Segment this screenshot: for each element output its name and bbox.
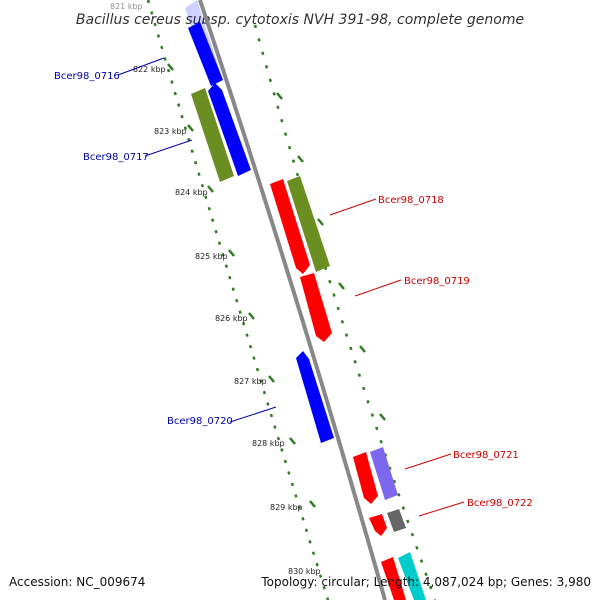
kbp-label-824: 824 kbp: [175, 188, 208, 197]
outer-tick-2: [297, 155, 304, 163]
gene-label-0716[interactable]: Bcer98_0716: [54, 71, 120, 82]
outer-tick-3: [317, 218, 324, 226]
gene-feature-0721-violet[interactable]: [370, 447, 398, 500]
leader-0721: [404, 453, 452, 470]
leader-0722: [418, 501, 465, 517]
gene-feature-0716[interactable]: [188, 22, 223, 86]
gene-label-0722[interactable]: Bcer98_0722: [467, 498, 533, 509]
tick-824: [207, 185, 214, 193]
kbp-label-825: 825 kbp: [195, 252, 228, 261]
gene-feature-0718-olive[interactable]: [287, 176, 330, 272]
inner-dotted-track: [146, 0, 330, 600]
tick-829: [309, 500, 316, 508]
genome-summary-text: Topology: circular; Length: 4,087,024 bp…: [260, 575, 591, 589]
tick-822: [167, 63, 174, 71]
gene-label-0717[interactable]: Bcer98_0717: [83, 152, 149, 163]
accession-text: Accession: NC_009674: [9, 575, 145, 589]
kbp-label-828: 828 kbp: [252, 439, 285, 448]
genome-backbone: [198, 0, 387, 600]
kbp-label-823: 823 kbp: [154, 127, 187, 136]
gene-feature-0720[interactable]: [296, 351, 334, 443]
kbp-label-829: 829 kbp: [270, 503, 303, 512]
gene-feature-0717-blue[interactable]: [208, 83, 251, 176]
tick-825: [228, 249, 235, 257]
major-ticks: [167, 63, 386, 508]
gene-label-0721[interactable]: Bcer98_0721: [453, 450, 519, 461]
leader-lines: [117, 57, 465, 517]
kbp-label-822: 822 kbp: [133, 65, 166, 74]
gene-feature-bottom-cyan[interactable]: [398, 552, 426, 600]
gene-feature-0722-gray[interactable]: [387, 509, 406, 532]
tick-827: [268, 375, 275, 383]
outer-tick-4: [338, 282, 345, 290]
tick-826: [248, 312, 255, 320]
leader-0720: [229, 406, 277, 423]
outer-dotted-track: [253, 24, 437, 600]
gene-label-0718[interactable]: Bcer98_0718: [378, 195, 444, 206]
kbp-label-826: 826 kbp: [215, 314, 248, 323]
gene-feature-0722-red[interactable]: [369, 514, 387, 536]
gene-feature-0718-red[interactable]: [270, 179, 310, 274]
outer-tick-5: [359, 345, 366, 353]
gene-feature-0721-red[interactable]: [353, 452, 378, 504]
kbp-label-827: 827 kbp: [234, 377, 267, 386]
leader-0718: [329, 198, 377, 216]
kbp-label-821: 821 kbp: [110, 2, 143, 11]
gene-feature-bottom-red[interactable]: [381, 557, 406, 600]
leader-0719: [354, 279, 402, 297]
leader-0717: [144, 139, 193, 157]
tick-828: [289, 437, 296, 445]
outer-tick-6: [379, 413, 386, 421]
leader-0716: [117, 57, 165, 76]
gene-label-0719[interactable]: Bcer98_0719: [404, 276, 470, 287]
kbp-label-830: 830 kbp: [288, 567, 321, 576]
map-title: Bacillus cereus subsp. cytotoxis NVH 391…: [76, 12, 524, 28]
gene-label-0720[interactable]: Bcer98_0720: [167, 416, 233, 427]
gene-feature-0717-olive[interactable]: [191, 88, 234, 182]
tick-823: [187, 124, 194, 132]
gene-feature-0719[interactable]: [300, 273, 332, 342]
outer-tick-1: [276, 92, 283, 100]
